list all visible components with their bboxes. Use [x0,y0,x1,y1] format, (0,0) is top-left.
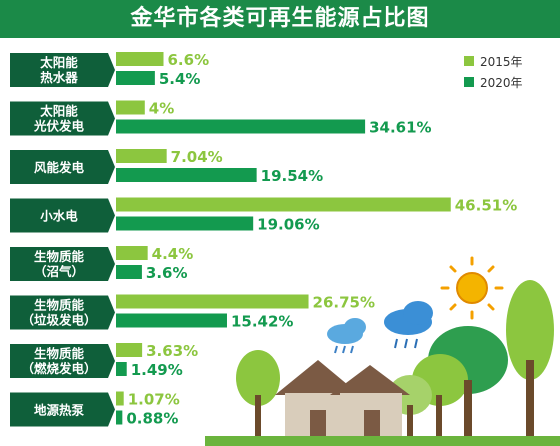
sun-icon [440,256,504,320]
legend-swatch-2015 [464,56,474,66]
bar-2015 [116,100,145,115]
cloud-rain-icon [327,318,366,354]
chart-title: 金华市各类可再生能源占比图 [130,6,430,31]
data-label-2015: 1.07% [128,391,180,409]
legend-label-2020: 2020年 [480,76,523,90]
bar-2020 [116,168,257,182]
bar-2015 [116,246,148,260]
category-label: 太阳能 [40,104,78,119]
category-label-bg [10,101,115,136]
data-label-2015: 3.63% [146,342,198,360]
bar-2020 [116,410,123,425]
data-label-2015: 7.04% [171,148,223,166]
category-label: 地源热泵 [34,403,85,418]
bar-2020 [116,119,366,134]
category-label-bg [10,247,115,281]
category-label: 小水电 [39,209,78,224]
bar-2020 [116,313,227,328]
bar-2020 [116,71,155,85]
category-label-bg [10,53,115,87]
category-label: （垃圾发电） [21,313,96,328]
category-label: 太阳能 [40,55,78,70]
category-label: 生物质能 [34,298,85,313]
bar-2015 [116,149,167,163]
category-label-bg [10,295,115,330]
data-label-2015: 4.4% [152,245,194,263]
title-bar: 金华市各类可再生能源占比图 [0,0,560,38]
bar-2015 [116,343,143,357]
category-label: 生物质能 [34,346,85,361]
data-label-2020: 5.4% [159,70,201,88]
legend-swatch-2020 [464,77,474,87]
bar-2015 [116,197,451,212]
trees-icon [236,280,554,440]
data-label-2015: 4% [149,100,174,118]
legend-label-2015: 2015年 [480,55,523,69]
category-label-bg [10,392,115,427]
data-label-2015: 46.51% [455,197,517,215]
category-label: （燃烧发电） [21,361,96,376]
category-label-bg [10,150,115,184]
bar-2020 [116,216,254,231]
bar-2020 [116,362,127,376]
category-label: 生物质能 [34,249,85,264]
category-label: （沼气） [34,264,84,279]
data-label-2020: 19.06% [257,216,319,234]
data-label-2020: 3.6% [146,264,188,282]
category-label: 热水器 [40,70,78,85]
cloud-rain-icon [384,301,433,349]
category-label: 光伏发电 [33,119,85,134]
category-label-bg [10,198,115,233]
ground [205,436,560,446]
legend: 2015年 2020年 [464,55,523,90]
data-label-2020: 1.49% [131,361,183,379]
data-label-2015: 26.75% [313,294,375,312]
house-icon [275,360,410,440]
data-label-2020: 19.54% [261,167,323,185]
bar-2015 [116,294,309,309]
data-label-2020: 0.88% [126,410,178,428]
category-label: 风能发电 [34,160,85,175]
data-label-2015: 6.6% [168,51,210,69]
bars: 太阳能热水器6.6%5.4%太阳能光伏发电4%34.61%风能发电7.04%19… [10,51,517,428]
bar-2020 [116,265,142,279]
category-label-bg [10,344,115,378]
data-label-2020: 34.61% [369,119,431,137]
bar-2015 [116,391,124,406]
data-label-2020: 15.42% [231,313,293,331]
bar-2015 [116,52,164,66]
